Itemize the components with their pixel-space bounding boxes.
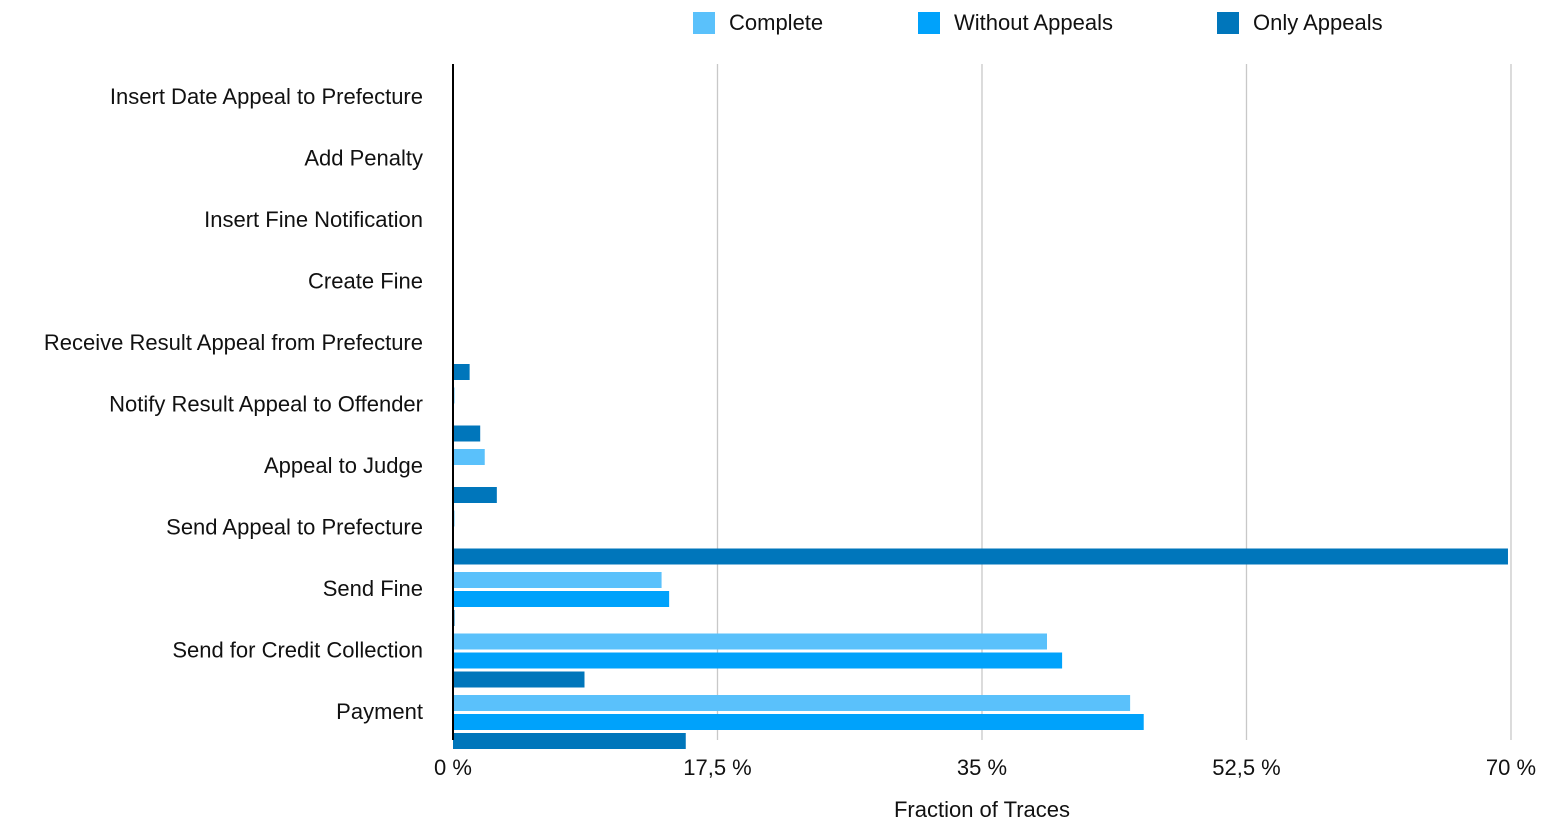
legend-swatch-without-appeals bbox=[918, 12, 940, 34]
category-labels: Insert Date Appeal to Prefecture Add Pena… bbox=[44, 84, 423, 724]
legend-label-complete: Complete bbox=[729, 10, 824, 35]
bar-complete bbox=[453, 572, 662, 588]
category-label: Insert Fine Notification bbox=[204, 207, 423, 232]
bar-without-appeals bbox=[453, 591, 670, 607]
bar-only-appeals bbox=[453, 425, 481, 442]
category-label: Send Fine bbox=[323, 576, 423, 601]
category-label: Send Appeal to Prefecture bbox=[166, 515, 423, 540]
x-tick-label: 35 % bbox=[957, 755, 1007, 780]
legend-swatch-complete bbox=[693, 12, 715, 34]
bar-without-appeals bbox=[453, 652, 1063, 669]
legend-item-without-appeals: Without Appeals bbox=[918, 10, 1113, 36]
legend-item-only-appeals: Only Appeals bbox=[1217, 10, 1383, 36]
bar-without-appeals bbox=[453, 714, 1144, 730]
bar-only-appeals bbox=[453, 548, 1508, 565]
category-label: Receive Result Appeal from Prefecture bbox=[44, 330, 423, 355]
legend-swatch-only-appeals bbox=[1217, 12, 1239, 34]
bar-only-appeals bbox=[453, 487, 497, 503]
category-label: Appeal to Judge bbox=[264, 453, 423, 478]
x-axis-title: Fraction of Traces bbox=[894, 797, 1070, 822]
x-tick-labels: 0 % 17,5 % 35 % 52,5 % 70 % bbox=[434, 755, 1536, 780]
x-tick-label: 70 % bbox=[1486, 755, 1536, 780]
bar-only-appeals bbox=[453, 364, 470, 380]
bars bbox=[453, 364, 1508, 749]
category-label: Create Fine bbox=[308, 269, 423, 294]
category-label: Insert Date Appeal to Prefecture bbox=[110, 84, 423, 109]
legend-label-without-appeals: Without Appeals bbox=[954, 10, 1113, 35]
bar-only-appeals bbox=[453, 733, 686, 749]
bar-complete bbox=[453, 449, 485, 465]
x-tick-label: 17,5 % bbox=[683, 755, 752, 780]
legend-item-complete: Complete bbox=[693, 10, 823, 36]
category-label: Send for Credit Collection bbox=[172, 638, 423, 663]
x-tick-label: 0 % bbox=[434, 755, 472, 780]
x-tick-label: 52,5 % bbox=[1212, 755, 1281, 780]
bar-only-appeals bbox=[453, 671, 585, 688]
bar-complete bbox=[453, 695, 1131, 711]
category-label: Add Penalty bbox=[304, 146, 423, 171]
category-label: Payment bbox=[336, 699, 423, 724]
category-label: Notify Result Appeal to Offender bbox=[109, 392, 423, 417]
grid-lines bbox=[716, 64, 1512, 740]
bar-complete bbox=[453, 633, 1047, 650]
legend-label-only-appeals: Only Appeals bbox=[1253, 10, 1383, 35]
